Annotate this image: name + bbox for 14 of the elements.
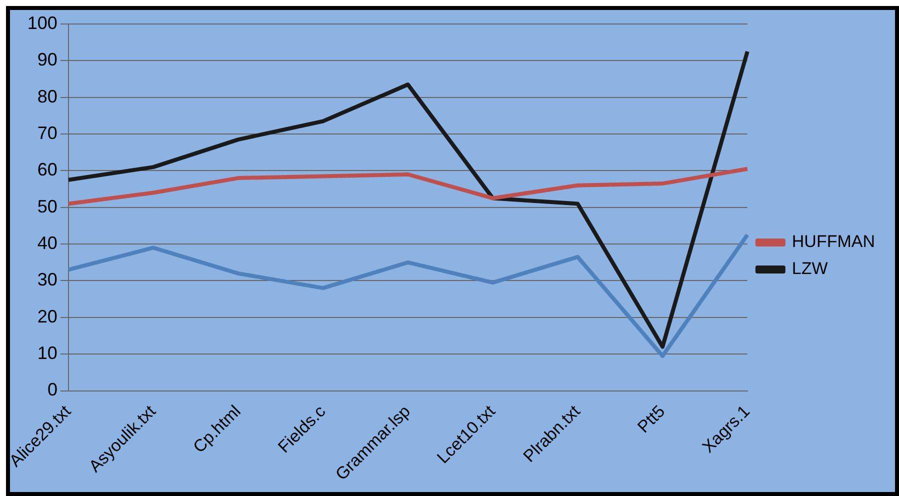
y-tick-label: 60 xyxy=(37,160,58,180)
y-tick-label: 30 xyxy=(37,270,58,290)
y-tick-label: 80 xyxy=(37,86,58,106)
y-tick-label: 90 xyxy=(37,50,58,70)
x-tick-label: Ptt5 xyxy=(634,402,669,437)
y-tick-label: 100 xyxy=(27,12,58,33)
y-tick-label: 40 xyxy=(37,233,58,254)
y-tick-label: 10 xyxy=(37,343,58,364)
legend-label: HUFFMAN xyxy=(792,232,876,252)
y-tick-label: 0 xyxy=(47,380,58,400)
y-tick-label: 20 xyxy=(37,306,58,326)
y-tick-label: 50 xyxy=(37,196,58,216)
legend-label: LZW xyxy=(792,259,828,278)
y-tick-label: 70 xyxy=(37,123,58,143)
